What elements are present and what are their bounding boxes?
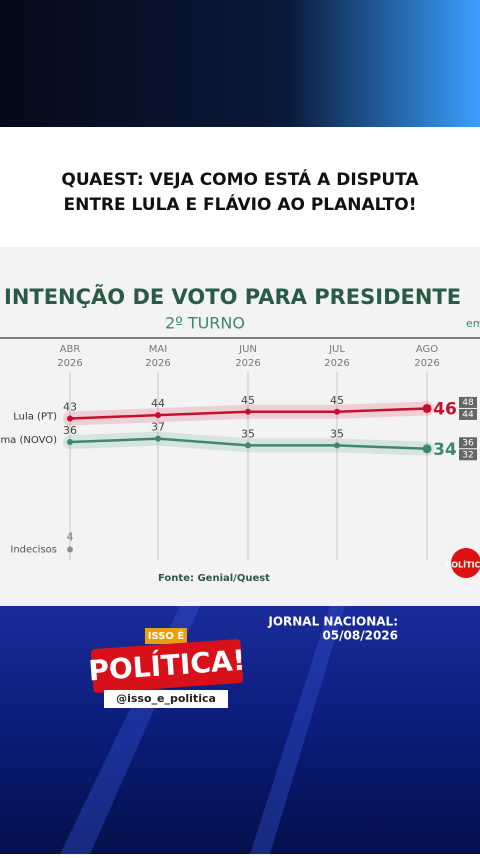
- series-label: Indecisos: [10, 545, 57, 556]
- program: JORNAL NACIONAL:: [267, 615, 398, 629]
- handle-box: [104, 690, 228, 708]
- chart-panel: [0, 247, 480, 606]
- interval-box: [459, 396, 477, 408]
- series-label: ma (NOVO): [0, 435, 57, 446]
- x-tick-label: JUL 2026: [324, 344, 349, 369]
- data-label: 37: [151, 421, 165, 434]
- source: Fonte: Genial/Quest: [158, 573, 270, 584]
- data-label: 4: [67, 531, 74, 544]
- interval-box: [459, 437, 477, 449]
- brand-top-box: [145, 628, 187, 644]
- brand-box: [90, 639, 244, 693]
- x-tick-label: AGO 2026: [414, 344, 439, 369]
- data-label: 35: [330, 427, 344, 440]
- light-streaks: [60, 606, 345, 854]
- data-point: [155, 435, 161, 442]
- interval-box: [459, 408, 477, 420]
- x-tick-label: ABR 2026: [57, 344, 82, 369]
- data-point: [67, 415, 73, 422]
- chart-title: INTENÇÃO DE VOTO PARA PRESIDENTE: [4, 284, 461, 309]
- data-point: [422, 444, 432, 454]
- top-banner: [0, 0, 480, 127]
- data-label: 43: [63, 401, 77, 414]
- data-label: 45: [330, 394, 344, 407]
- note: em: [466, 317, 480, 330]
- series-label: Lula (PT): [13, 412, 57, 423]
- data-point: [155, 412, 161, 419]
- data-point: [245, 408, 251, 415]
- interval-label: 32: [462, 450, 473, 460]
- brand-top: ISSO É: [148, 629, 185, 642]
- headline-area: [0, 127, 480, 247]
- date: 05/08/2026: [322, 629, 398, 643]
- data-point: [67, 439, 73, 446]
- interval-box: [459, 449, 477, 461]
- data-point: [422, 403, 432, 413]
- interval-label: 48: [462, 398, 474, 408]
- headline: ENTRE LULA E FLÁVIO AO PLANALTO!: [63, 193, 416, 215]
- headline: QUAEST: VEJA COMO ESTÁ A DISPUTA: [61, 168, 419, 190]
- data-point: [334, 408, 340, 415]
- chart-subtitle: 2º TURNO: [165, 314, 245, 333]
- data-label: 34: [433, 440, 457, 460]
- data-label: 45: [241, 394, 255, 407]
- data-label: 35: [241, 427, 255, 440]
- interval-label: 36: [462, 438, 474, 448]
- data-label: 36: [63, 424, 77, 437]
- plot: ABR 2026 MAI 2026 JUN 2026 JUL 2026 AGO 2026 Lula …: [0, 344, 477, 560]
- logo: POLÍTICA: [445, 559, 480, 570]
- data-point: [67, 546, 73, 553]
- x-tick-label: JUN 2026: [235, 344, 260, 369]
- handle: @isso_e_politica: [116, 692, 216, 705]
- interval-label: 44: [462, 410, 474, 420]
- data-point: [245, 442, 251, 449]
- logo-badge: [451, 548, 480, 578]
- data-label: 44: [151, 397, 165, 410]
- data-label: 46: [433, 399, 457, 419]
- data-point: [334, 442, 340, 449]
- x-tick-label: MAI 2026: [145, 344, 170, 369]
